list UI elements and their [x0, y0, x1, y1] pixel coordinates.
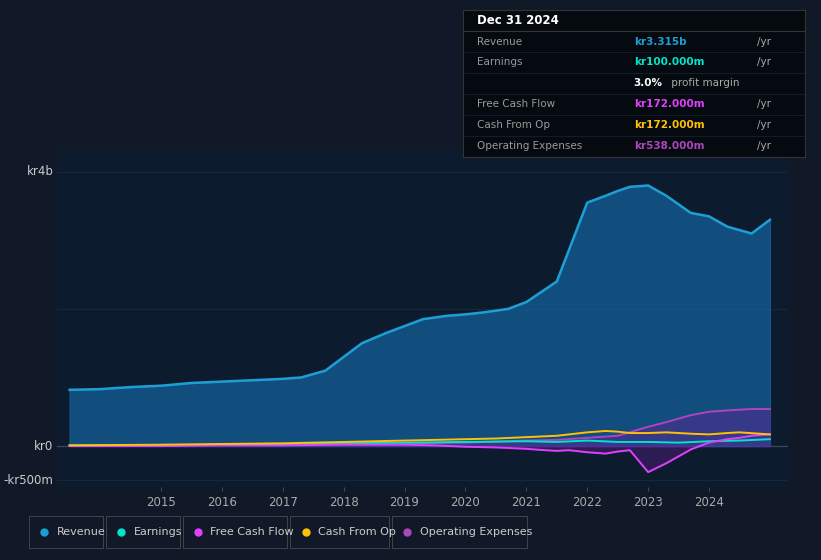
Text: kr172.000m: kr172.000m	[634, 120, 704, 130]
FancyBboxPatch shape	[29, 516, 103, 548]
Text: kr4b: kr4b	[26, 165, 53, 178]
Text: /yr: /yr	[757, 58, 771, 68]
Text: profit margin: profit margin	[668, 78, 740, 88]
FancyBboxPatch shape	[291, 516, 389, 548]
Text: Earnings: Earnings	[477, 58, 522, 68]
Text: kr538.000m: kr538.000m	[634, 141, 704, 151]
Text: Dec 31 2024: Dec 31 2024	[477, 14, 558, 27]
Text: 3.0%: 3.0%	[634, 78, 663, 88]
Text: kr100.000m: kr100.000m	[634, 58, 704, 68]
Text: Revenue: Revenue	[57, 527, 105, 537]
Text: Cash From Op: Cash From Op	[477, 120, 550, 130]
Text: kr0: kr0	[34, 440, 53, 452]
Text: Earnings: Earnings	[133, 527, 182, 537]
Text: kr172.000m: kr172.000m	[634, 100, 704, 109]
FancyBboxPatch shape	[392, 516, 528, 548]
Text: /yr: /yr	[757, 100, 771, 109]
Text: Revenue: Revenue	[477, 36, 522, 46]
Text: Operating Expenses: Operating Expenses	[420, 527, 532, 537]
Text: Free Cash Flow: Free Cash Flow	[210, 527, 294, 537]
Text: /yr: /yr	[757, 120, 771, 130]
Text: Free Cash Flow: Free Cash Flow	[477, 100, 555, 109]
Text: -kr500m: -kr500m	[3, 474, 53, 487]
FancyBboxPatch shape	[183, 516, 287, 548]
Text: /yr: /yr	[757, 141, 771, 151]
FancyBboxPatch shape	[106, 516, 180, 548]
Text: Cash From Op: Cash From Op	[319, 527, 396, 537]
Text: kr3.315b: kr3.315b	[634, 36, 686, 46]
Text: Operating Expenses: Operating Expenses	[477, 141, 582, 151]
Text: /yr: /yr	[757, 36, 771, 46]
